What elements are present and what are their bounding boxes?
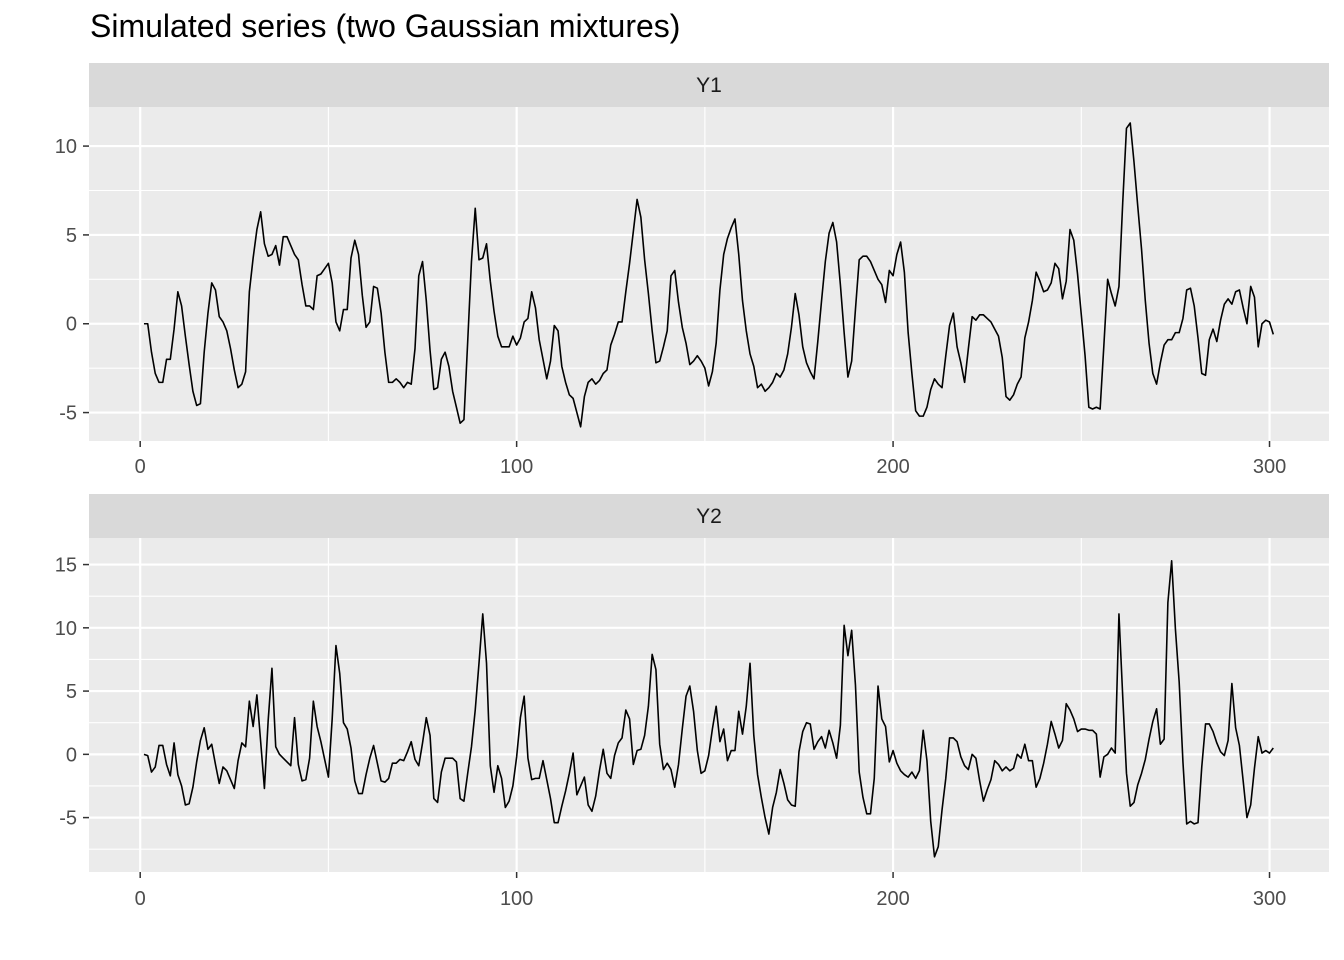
x-tick-label: 100 [500, 888, 533, 910]
x-tick-label: 200 [876, 888, 909, 910]
y-tick-label: 5 [66, 681, 77, 703]
y-tick-label: 0 [66, 744, 77, 766]
facet-strip-label: Y2 [696, 505, 722, 528]
x-tick-label: 300 [1253, 456, 1286, 478]
facet-strip [89, 63, 1329, 107]
x-tick-label: 100 [500, 456, 533, 478]
facet-panel-y2: Y2 -5 0 5 10 15 0 100 200 300 [55, 494, 1329, 910]
panel-background [89, 538, 1329, 872]
y-tick-label: -5 [59, 403, 77, 425]
y-tick-label: -5 [59, 808, 77, 830]
y-tick-label: 10 [55, 136, 77, 158]
x-tick-label: 200 [876, 456, 909, 478]
x-tick-label: 0 [135, 888, 146, 910]
y-tick-label: 15 [55, 555, 77, 577]
y-tick-label: 0 [66, 314, 77, 336]
series-line-y1 [143, 122, 1275, 428]
y-tick-label: 10 [55, 618, 77, 640]
facet-strip [89, 494, 1329, 538]
facet-strip-label: Y1 [696, 74, 722, 97]
x-tick-label: 0 [135, 456, 146, 478]
chart-title: Simulated series (two Gaussian mixtures) [90, 8, 681, 44]
series-line-y2 [143, 559, 1274, 858]
x-tick-label: 300 [1253, 888, 1286, 910]
y-tick-label: 5 [66, 225, 77, 247]
